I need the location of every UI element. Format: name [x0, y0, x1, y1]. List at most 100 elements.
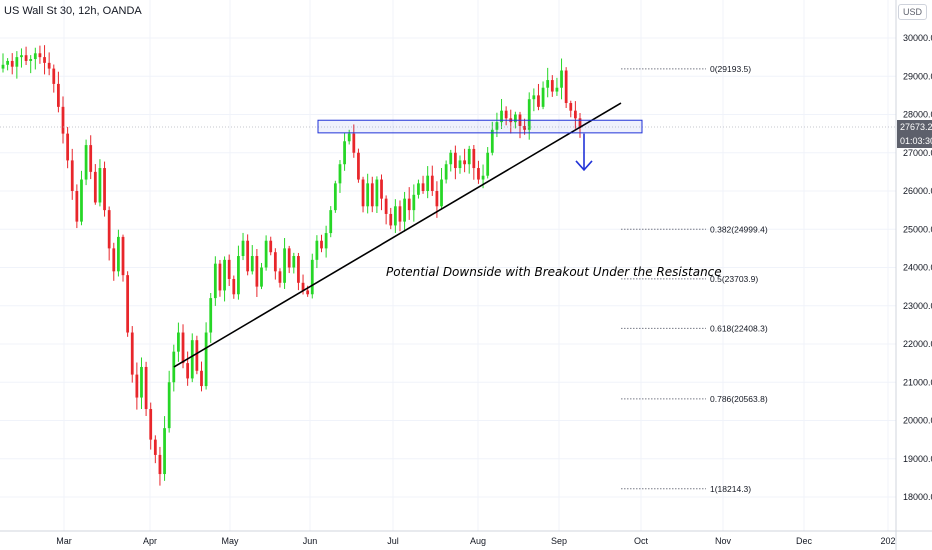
- fib-retracement[interactable]: 0(29193.5) 0.382(24999.4) 0.5(23703.9) 0.61…: [621, 64, 768, 494]
- candle-body: [430, 175, 434, 191]
- candle-body: [306, 290, 310, 295]
- candle-body: [117, 236, 120, 272]
- drawings[interactable]: [0, 102, 896, 368]
- candle-body: [463, 160, 466, 165]
- candle-body: [227, 259, 231, 279]
- candle-body: [61, 106, 65, 134]
- candle-body: [70, 160, 74, 191]
- candle-body: [504, 110, 508, 119]
- candle-body: [347, 133, 351, 142]
- fib-level-label: 0.382(24999.4): [710, 224, 768, 234]
- time-tick-label: Aug: [470, 536, 486, 546]
- candle-body: [370, 183, 374, 207]
- candle-body: [255, 256, 259, 287]
- down-arrow-icon[interactable]: [575, 160, 593, 172]
- candle-body: [278, 271, 282, 283]
- candle-body: [375, 179, 379, 207]
- candle-body: [33, 53, 37, 60]
- candle-body: [98, 168, 102, 203]
- candle-body: [135, 374, 139, 398]
- time-tick-label: Mar: [56, 536, 72, 546]
- candle-body: [103, 168, 106, 211]
- candle-body: [486, 152, 490, 176]
- price-tick-label: 21000.0: [903, 377, 932, 387]
- candle-body: [412, 194, 416, 211]
- candle-body: [121, 236, 125, 276]
- candle-body: [343, 141, 346, 165]
- candle-body: [93, 171, 97, 203]
- candle-body: [546, 80, 550, 88]
- candle-body: [513, 114, 517, 123]
- candle-body: [181, 332, 185, 364]
- price-tick-label: 27000.0: [903, 148, 932, 158]
- candle-body: [149, 409, 153, 440]
- candle-body: [287, 248, 291, 268]
- candle-body: [453, 152, 457, 169]
- time-tick-label: Sep: [551, 536, 567, 546]
- candle-body: [449, 152, 453, 165]
- candle-body: [260, 267, 263, 287]
- candle-body: [310, 259, 314, 295]
- countdown-tag: [897, 134, 932, 149]
- candle-body: [140, 366, 143, 398]
- candle-body: [15, 57, 19, 67]
- candle-body: [43, 57, 46, 63]
- candle-body: [338, 164, 342, 184]
- candle-body: [440, 179, 443, 207]
- candle-body: [213, 263, 217, 299]
- price-tick-label: 22000.0: [903, 339, 932, 349]
- candle-body: [564, 70, 568, 104]
- candle-body: [232, 278, 236, 295]
- time-tick-label: Oct: [634, 536, 649, 546]
- time-tick-label: Nov: [715, 536, 732, 546]
- candle-body: [444, 164, 448, 180]
- fib-level-label: 0(29193.5): [710, 64, 751, 74]
- price-tick-label: 24000.0: [903, 263, 932, 273]
- candle-body: [329, 210, 333, 234]
- time-tick-label: 202: [880, 536, 895, 546]
- resistance-zone[interactable]: [317, 119, 643, 134]
- candle-body: [324, 233, 328, 249]
- candle-body: [532, 95, 536, 100]
- candle-body: [250, 256, 254, 272]
- fib-level-label: 0.5(23703.9): [710, 274, 758, 284]
- candles: [1, 45, 582, 486]
- trendline[interactable]: [173, 102, 622, 368]
- annotation-text: Potential Downside with Breakout Under t…: [386, 265, 722, 279]
- candle-body: [195, 340, 199, 371]
- candle-body: [357, 152, 360, 180]
- candle-body: [144, 366, 148, 410]
- candle-body: [550, 80, 554, 92]
- candle-body: [352, 133, 356, 153]
- time-tick-label: May: [221, 536, 239, 546]
- price-tick-label: 28000.0: [903, 110, 932, 120]
- symbol-title[interactable]: US Wall St 30, 12h, OANDA: [4, 5, 142, 17]
- candle-body: [297, 256, 300, 283]
- candle-body: [435, 191, 439, 207]
- candle-body: [283, 248, 286, 283]
- candle-body: [75, 191, 79, 222]
- currency-button[interactable]: USD: [897, 4, 927, 20]
- candle-body: [467, 148, 471, 165]
- last-price-value: 27673.2: [900, 122, 932, 132]
- candle-body: [47, 62, 51, 69]
- candle-body: [500, 110, 503, 123]
- candle-body: [320, 240, 323, 249]
- candle-body: [200, 370, 203, 387]
- candle-body: [481, 175, 485, 180]
- candle-body: [380, 179, 383, 199]
- candle-body: [158, 454, 162, 475]
- candle-body: [20, 55, 23, 58]
- candle-body: [458, 160, 462, 169]
- candle-body: [1, 64, 5, 69]
- fib-level-label: 1(18214.3): [710, 484, 751, 494]
- countdown-value: 01:03:30: [900, 136, 932, 146]
- fib-level-label: 0.618(22408.3): [710, 323, 768, 333]
- candle-body: [10, 60, 14, 67]
- candle-body: [315, 240, 319, 260]
- candle-body: [218, 263, 222, 291]
- candle-body: [472, 148, 476, 169]
